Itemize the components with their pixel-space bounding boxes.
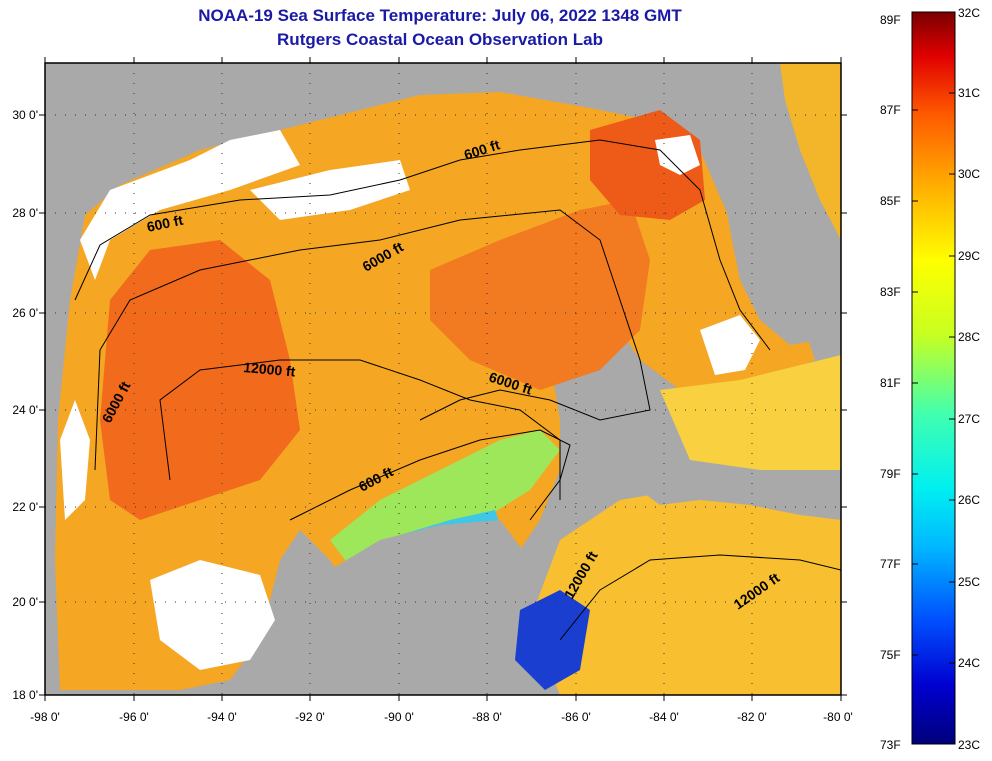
lon-tick-label: -98 0' xyxy=(30,710,60,724)
title-line-1: NOAA-19 Sea Surface Temperature: July 06… xyxy=(198,6,682,25)
colorbar-c-label: 29C xyxy=(958,249,981,263)
bathymetry-contours xyxy=(74,139,841,641)
lon-tick-label: -82 0' xyxy=(737,710,767,724)
lon-tick-label: -90 0' xyxy=(384,710,414,724)
florida-strait-water xyxy=(660,355,841,470)
lat-tick-label: 24 0' xyxy=(12,403,38,417)
lat-tick-label: 18 0' xyxy=(12,688,38,702)
map-frame xyxy=(44,62,842,696)
title-line-2: Rutgers Coastal Ocean Observation Lab xyxy=(277,30,603,49)
colorbar-c-label: 32C xyxy=(958,6,981,20)
lon-tick-label: -84 0' xyxy=(649,710,679,724)
colorbar-c-label: 27C xyxy=(958,412,981,426)
colorbar-f-label: 85F xyxy=(880,194,901,208)
colorbar-c-label: 25C xyxy=(958,575,981,589)
cloud-south-mexico xyxy=(150,560,275,670)
lon-tick-label: -94 0' xyxy=(207,710,237,724)
cloud-central-shelf xyxy=(250,160,410,220)
contour-12000 xyxy=(159,359,561,500)
colorbar-f-label: 89F xyxy=(880,13,901,27)
cloud-west-mexico xyxy=(60,400,90,520)
cuba-land xyxy=(640,478,841,520)
lon-tick-label: -88 0' xyxy=(472,710,502,724)
contour-label: 12000 ft xyxy=(243,359,297,380)
lat-tick-label: 20 0' xyxy=(12,595,38,609)
cloud-fl-shelf xyxy=(700,315,760,375)
lon-tick-label: -96 0' xyxy=(119,710,149,724)
colorbar xyxy=(911,11,956,745)
colorbar-c-label: 26C xyxy=(958,493,981,507)
lat-tick-label: 26 0' xyxy=(12,306,38,320)
colorbar-c-label: 28C xyxy=(958,330,981,344)
cloud-ne xyxy=(655,135,700,175)
contour-6000 xyxy=(94,209,651,471)
warm-core-central xyxy=(430,200,650,390)
lat-tick-label: 28 0' xyxy=(12,206,38,220)
colorbar-c-label: 30C xyxy=(958,167,981,181)
lat-tick-label: 30 0' xyxy=(12,108,38,122)
colorbar-f-label: 75F xyxy=(880,648,901,662)
caribbean-water xyxy=(530,490,841,695)
colorbar-f-label: 79F xyxy=(880,467,901,481)
contour-label: 600 ft xyxy=(145,212,184,235)
tick-marks xyxy=(39,57,847,701)
colorbar-f-label: 87F xyxy=(880,103,901,117)
colorbar-f-label: 83F xyxy=(880,285,901,299)
colorbar-f-label: 81F xyxy=(880,376,901,390)
cloud-nw-shelf xyxy=(80,130,300,280)
lon-tick-label: -86 0' xyxy=(561,710,591,724)
lat-tick-label: 22 0' xyxy=(12,500,38,514)
colorbar-c-label: 24C xyxy=(958,656,981,670)
atlantic-water xyxy=(780,63,841,240)
colorbar-ticks xyxy=(912,92,955,664)
colorbar-f-label: 77F xyxy=(880,557,901,571)
contour-600-south xyxy=(289,429,571,521)
lon-tick-label: -80 0' xyxy=(823,710,853,724)
colorbar-c-label: 23C xyxy=(958,738,981,752)
yucatan-land xyxy=(330,520,530,695)
contour-12000-carib xyxy=(559,554,841,641)
warm-core-west xyxy=(100,240,300,520)
lon-tick-label: -92 0' xyxy=(295,710,325,724)
cold-patch-yucatan xyxy=(515,590,590,690)
colorbar-f-label: 73F xyxy=(880,738,901,752)
colorbar-c-label: 31C xyxy=(958,86,981,100)
